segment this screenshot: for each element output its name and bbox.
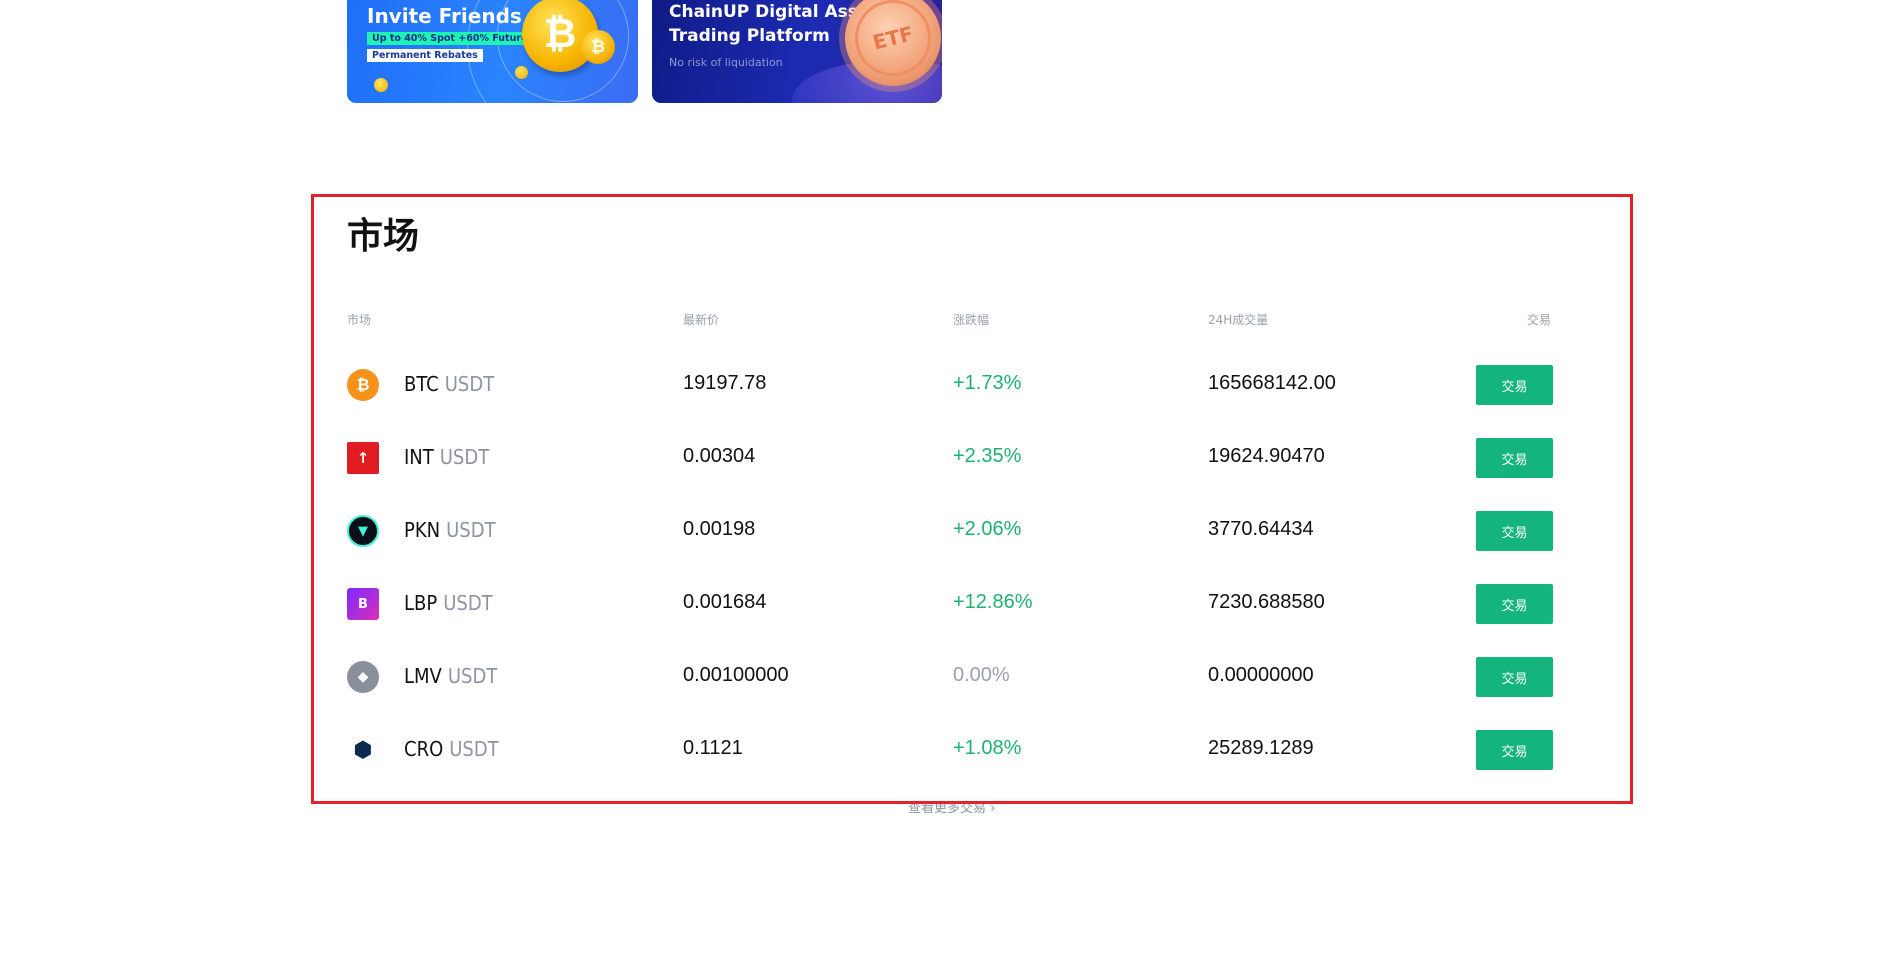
trade-button-int[interactable]: 交易 [1476, 438, 1553, 478]
pair-quote: USDT [439, 445, 490, 469]
market-row-cro[interactable]: ⬢ CRO USDT 0.1121 +1.08% 25289.1289 交易 [347, 730, 1554, 770]
volume-24h: 0.00000000 [1208, 664, 1314, 686]
column-header-trade: 交易 [1527, 313, 1552, 327]
pair-quote: USDT [446, 518, 496, 542]
btc-icon: ₿ [347, 369, 379, 401]
pair-quote: USDT [444, 372, 495, 396]
last-price: 0.00198 [683, 518, 756, 540]
market-row-lbp[interactable]: B LBP USDT 0.001684 +12.86% 7230.688580 交… [347, 584, 1554, 624]
pkn-icon: ▼ [347, 515, 379, 547]
invite-banner-tag-rebate: Up to 40% Spot +60% Futures [367, 32, 539, 45]
lmv-icon: ◆ [347, 661, 379, 693]
pair-base: BTC [404, 372, 439, 396]
pair-name: CRO USDT [404, 737, 499, 761]
bitcoin-coin-small-icon: ₿ [581, 30, 615, 64]
pair-name: PKN USDT [404, 518, 496, 542]
price-change: 0.00% [953, 664, 1010, 686]
market-row-btc[interactable]: ₿ BTC USDT 19197.78 +1.73% 165668142.00 交… [347, 365, 1554, 405]
market-row-lmv[interactable]: ◆ LMV USDT 0.00100000 0.00% 0.00000000 交易 [347, 657, 1554, 697]
pair-quote: USDT [447, 664, 498, 688]
market-row-pkn[interactable]: ▼ PKN USDT 0.00198 +2.06% 3770.64434 交易 [347, 511, 1554, 551]
last-price: 0.00304 [683, 445, 756, 467]
invite-friends-banner[interactable]: Invite Friends Up to 40% Spot +60% Futur… [347, 0, 638, 103]
price-change: +1.73% [953, 372, 1022, 394]
price-change: +2.35% [953, 445, 1022, 467]
column-header-change: 涨跌幅 [953, 313, 990, 327]
invite-banner-tag-permanent: Permanent Rebates [367, 49, 483, 62]
volume-24h: 165668142.00 [1208, 372, 1336, 394]
invite-banner-title: Invite Friends [367, 4, 522, 28]
last-price: 0.001684 [683, 591, 767, 613]
volume-24h: 3770.64434 [1208, 518, 1314, 540]
last-price: 0.00100000 [683, 664, 789, 686]
column-header-price: 最新价 [683, 313, 720, 327]
pair-quote: USDT [449, 737, 499, 761]
trade-button-btc[interactable]: 交易 [1476, 365, 1553, 405]
trade-button-cro[interactable]: 交易 [1476, 730, 1553, 770]
trade-button-pkn[interactable]: 交易 [1476, 511, 1553, 551]
trade-button-lbp[interactable]: 交易 [1476, 584, 1553, 624]
pair-name: LMV USDT [404, 664, 497, 688]
last-price: 19197.78 [683, 372, 767, 394]
volume-24h: 19624.90470 [1208, 445, 1325, 467]
etf-coin-label: ETF [846, 0, 940, 85]
price-change: +1.08% [953, 737, 1022, 759]
trade-button-lmv[interactable]: 交易 [1476, 657, 1553, 697]
etf-banner-title-line2: Trading Platform [669, 26, 830, 46]
view-more-trades-link[interactable]: 查看更多交易 › [908, 801, 996, 816]
int-icon: ↑ [347, 442, 379, 474]
pair-base: CRO [404, 737, 444, 761]
market-section-title: 市场 [347, 216, 420, 257]
pair-name: LBP USDT [404, 591, 493, 615]
pair-base: LMV [404, 664, 442, 688]
pair-quote: USDT [443, 591, 493, 615]
volume-24h: 7230.688580 [1208, 591, 1325, 613]
lbp-icon: B [347, 588, 379, 620]
price-change: +12.86% [953, 591, 1033, 613]
column-header-volume: 24H成交量 [1208, 313, 1269, 327]
pair-name: INT USDT [404, 445, 489, 469]
etf-platform-banner[interactable]: ChainUP Digital Asset Trading Platform N… [652, 0, 942, 103]
cro-icon: ⬢ [347, 734, 379, 766]
last-price: 0.1121 [683, 737, 743, 759]
volume-24h: 25289.1289 [1208, 737, 1314, 759]
highlight-frame [311, 194, 1633, 804]
market-row-int[interactable]: ↑ INT USDT 0.00304 +2.35% 19624.90470 交易 [347, 438, 1554, 478]
etf-banner-subtitle: No risk of liquidation [669, 56, 783, 69]
etf-coin-icon: ETF [845, 0, 941, 86]
pair-name: BTC USDT [404, 372, 494, 396]
etf-banner-title-line1: ChainUP Digital Asset [669, 2, 878, 22]
coin-dot-icon [374, 78, 388, 92]
pair-base: PKN [404, 518, 441, 542]
column-header-market: 市场 [347, 313, 372, 327]
pair-base: LBP [404, 591, 438, 615]
coin-dot-icon [515, 66, 528, 79]
pair-base: INT [404, 445, 434, 469]
price-change: +2.06% [953, 518, 1022, 540]
